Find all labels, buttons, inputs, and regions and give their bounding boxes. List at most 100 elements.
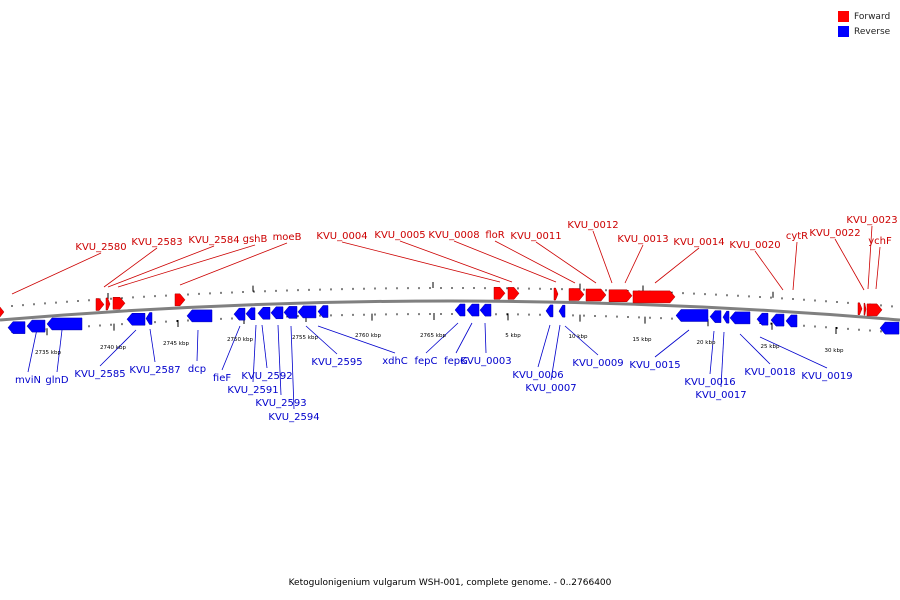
reverse-gene-label: mviN: [15, 375, 41, 386]
reverse-gene-arrow: [126, 313, 146, 326]
reverse-gene-label: KVU_2592: [241, 371, 292, 382]
legend-reverse-label: Reverse: [854, 26, 891, 37]
reverse-gene-arrow: [479, 303, 492, 317]
scale-label: 25 kbp: [761, 344, 780, 350]
scale-label: 2735 kbp: [35, 350, 61, 356]
reverse-gene-arrow: [245, 307, 256, 320]
forward-gene-arrow: [174, 293, 186, 307]
forward-gene-label: moeB: [273, 232, 302, 243]
reverse-leader-line: [654, 329, 690, 358]
forward-swatch: [838, 11, 849, 22]
forward-gene-arrow: [112, 297, 126, 310]
scale-labels: 2735 kbp 2740 kbp 2745 kbp 2750 kbp 2755 kbp…: [35, 333, 844, 356]
reverse-gene-label: KVU_2591: [227, 385, 278, 396]
reverse-gene-label: KVU_0009: [572, 358, 623, 369]
reverse-gene-arrow: [145, 312, 153, 325]
forward-leader-line: [535, 241, 597, 284]
reverse-leader-line: [484, 322, 487, 354]
forward-gene-arrow: [863, 302, 867, 316]
reverse-gene-arrow: [675, 309, 709, 322]
scale-label: 2745 kbp: [163, 341, 189, 347]
reverse-gene-arrow: [722, 310, 730, 324]
reverse-leader-line: [709, 330, 715, 375]
reverse-leader-line: [149, 328, 156, 363]
legend-reverse: Reverse: [838, 24, 890, 39]
reverse-leader-line: [305, 325, 338, 355]
reverse-leader-line: [317, 325, 396, 354]
forward-gene-label: KVU_2580: [75, 242, 126, 253]
reverse-leader-line: [56, 329, 63, 373]
forward-leader-line: [592, 230, 613, 284]
reverse-gene-label: KVU_2594: [268, 412, 319, 423]
forward-gene-label: KVU_0014: [673, 237, 724, 248]
reverse-gene-arrow: [233, 307, 246, 321]
reverse-gene-arrow: [466, 303, 480, 317]
reverse-swatch: [838, 26, 849, 37]
scale-label: 30 kbp: [825, 348, 844, 354]
reverse-gene-arrow: [558, 304, 566, 318]
scale-label: 10 kbp: [569, 334, 588, 340]
scale-label: 2765 kbp: [420, 333, 446, 339]
reverse-gene-arrow: [7, 321, 26, 334]
legend: Forward Reverse: [838, 9, 890, 39]
forward-gene-label: ychF: [868, 236, 892, 247]
reverse-leader-line: [252, 324, 257, 383]
reverse-leader-line: [550, 324, 561, 381]
forward-gene-arrow: [95, 298, 105, 311]
legend-forward-label: Forward: [854, 11, 891, 22]
reverse-gene-label: fepC: [414, 356, 437, 367]
forward-leader-line: [179, 242, 288, 286]
forward-gene-label: KVU_0023: [846, 215, 897, 226]
genome-backbone: [0, 299, 900, 322]
forward-gene-arrow: [608, 289, 633, 302]
scale-label: 5 kbp: [505, 333, 521, 339]
forward-gene-label: KVU_0004: [316, 231, 367, 242]
forward-leader-line: [875, 246, 881, 290]
scale-label: 2750 kbp: [227, 337, 253, 343]
scale-label: 20 kbp: [697, 340, 716, 346]
scale-label: 2760 kbp: [355, 333, 381, 339]
reverse-gene-label: KVU_0007: [525, 383, 576, 394]
reverse-gene-label: KVU_0006: [512, 370, 563, 381]
forward-gene-arrow: [632, 290, 676, 304]
forward-gene-label: cytR: [786, 231, 808, 242]
forward-gene-label: KVU_0013: [617, 234, 668, 245]
forward-gene-label: KVU_0012: [567, 220, 618, 231]
forward-leader-line: [399, 240, 513, 283]
reverse-gene-label: fieF: [213, 373, 231, 384]
reverse-gene-label: KVU_2585: [74, 369, 125, 380]
reverse-gene-label: KVU_0018: [744, 367, 795, 378]
reverse-gene-arrow: [785, 314, 798, 328]
forward-gene-label: gshB: [243, 234, 268, 245]
forward-gene-label: KVU_0022: [809, 228, 860, 239]
reverse-leader-line: [290, 325, 295, 410]
forward-gene-arrow: [105, 297, 111, 311]
scale-label: 2740 kbp: [100, 345, 126, 351]
reverse-gene-label: KVU_0017: [695, 390, 746, 401]
forward-leader-line: [834, 238, 865, 291]
forward-gene-arrow: [493, 286, 506, 300]
forward-gene-arrow: [0, 306, 5, 318]
reverse-leader-line: [720, 331, 725, 388]
forward-gene-arrow: [568, 288, 585, 301]
reverse-gene-label: KVU_2593: [255, 398, 306, 409]
reverse-gene-arrow: [257, 306, 271, 320]
reverse-leader-line: [739, 333, 771, 365]
reverse-gene-arrow: [26, 319, 46, 333]
forward-gene-label: KVU_0011: [510, 231, 561, 242]
reverse-leader-line: [196, 329, 199, 362]
forward-gene-label: KVU_0005: [374, 230, 425, 241]
reverse-gene-arrow: [297, 305, 317, 319]
reverse-gene-arrow: [709, 310, 722, 323]
reverse-leader-line: [455, 322, 473, 354]
reverse-gene-arrow: [46, 317, 83, 331]
reverse-leader-line: [261, 324, 268, 369]
forward-gene-arrow: [507, 287, 520, 300]
reverse-gene-label: KVU_2587: [129, 365, 180, 376]
reverse-gene-label: KVU_0016: [684, 377, 735, 388]
legend-forward: Forward: [838, 9, 890, 24]
forward-leader-line: [494, 240, 576, 284]
reverse-gene-label: fepG: [444, 356, 468, 367]
scale-label: 2755 kbp: [292, 335, 318, 341]
reverse-gene-label: glnD: [45, 375, 68, 386]
